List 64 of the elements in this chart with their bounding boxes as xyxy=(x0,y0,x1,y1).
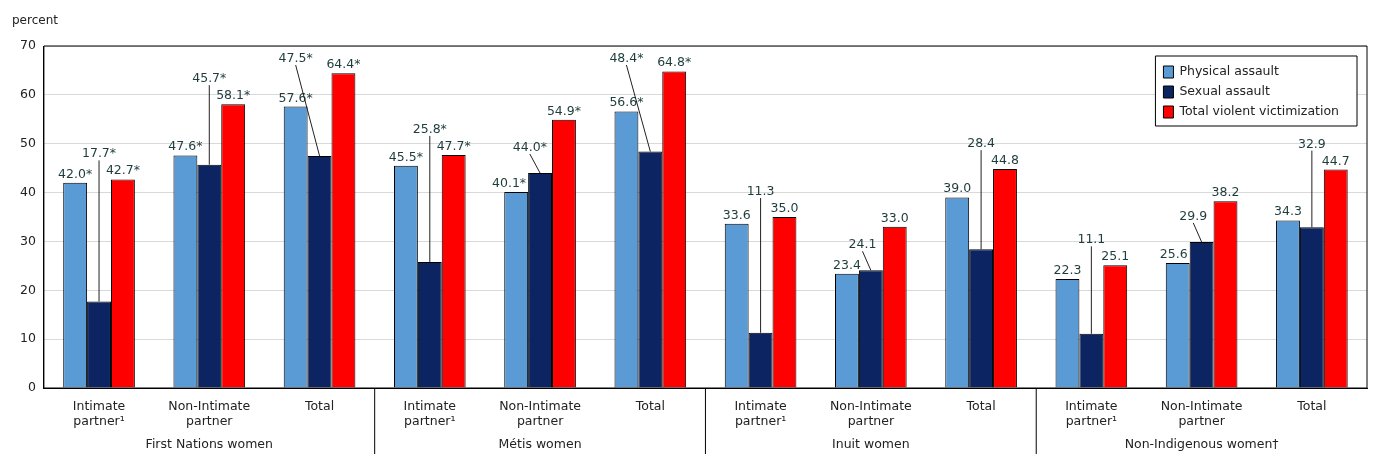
data-label: 23.4 xyxy=(833,256,861,272)
data-label: 64.8* xyxy=(657,54,692,70)
x-tick-label: Total xyxy=(634,397,665,413)
data-label: 25.6 xyxy=(1159,245,1188,261)
data-label: 47.6* xyxy=(168,138,203,154)
y-tick-label: 50 xyxy=(20,134,36,150)
data-label: 47.7* xyxy=(436,137,471,153)
data-label: 56.6* xyxy=(609,94,644,110)
data-label: 42.7* xyxy=(105,162,140,178)
text: Métis women xyxy=(498,436,582,451)
data-label: 45.7* xyxy=(192,70,227,86)
x-tick-label: Intimate partner¹ xyxy=(72,397,126,428)
data-label: 33.0 xyxy=(880,209,909,225)
data-label: 38.2 xyxy=(1211,184,1240,200)
x-tick-label: Non-Intimate partner xyxy=(168,397,251,428)
legend-label: Sexual assault xyxy=(1179,83,1270,99)
y-tick-label: 40 xyxy=(20,183,36,199)
data-label: 29.9 xyxy=(1179,207,1208,223)
data-label: 58.1* xyxy=(216,87,251,103)
data-label: 33.6 xyxy=(722,206,751,222)
data-label: 44.7 xyxy=(1321,152,1350,168)
y-tick-label: 70 xyxy=(20,37,36,53)
text: Non-Indigenous women† xyxy=(1124,436,1279,451)
data-label: 40.1* xyxy=(492,175,527,191)
data-label: 42.0* xyxy=(58,165,93,181)
data-label: 64.4* xyxy=(326,56,361,72)
text: First Nations women xyxy=(145,436,273,451)
data-label: 35.0 xyxy=(770,200,799,215)
legend-label: Total violent victimization xyxy=(1178,103,1339,119)
text: Inuit women xyxy=(832,436,910,451)
data-label: 24.1 xyxy=(848,236,877,252)
data-label: 54.9* xyxy=(546,102,581,118)
data-label: 34.3 xyxy=(1274,203,1302,219)
data-label: 44.8 xyxy=(991,152,1019,168)
data-label: 25.8* xyxy=(412,120,447,136)
y-tick-label: 0 xyxy=(27,379,36,395)
x-tick-label: Total xyxy=(303,397,335,413)
y-axis-title: percent xyxy=(12,13,59,27)
data-label: 48.4* xyxy=(609,50,644,65)
data-label: 22.3 xyxy=(1053,262,1082,278)
data-label: 47.5* xyxy=(278,50,313,65)
x-tick-label: Non-Intimate partner xyxy=(1160,397,1243,428)
x-tick-label: Intimate partner¹ xyxy=(1065,397,1118,428)
data-label: 57.6* xyxy=(278,89,313,105)
data-label: 32.9 xyxy=(1297,135,1326,151)
y-tick-label: 30 xyxy=(20,232,36,248)
x-tick-label: Non-Intimate partner xyxy=(829,397,913,428)
y-tick-label: 10 xyxy=(20,330,36,346)
data-label: 25.1 xyxy=(1101,248,1130,264)
x-tick-label: Intimate partner¹ xyxy=(403,397,457,428)
y-tick-label: 20 xyxy=(20,281,36,297)
data-label: 11.1 xyxy=(1077,231,1106,247)
x-tick-label: Total xyxy=(1296,397,1327,413)
data-label: 45.5* xyxy=(388,148,423,164)
legend-label: Physical assault xyxy=(1179,63,1279,79)
data-label: 17.7* xyxy=(81,145,117,161)
x-tick-label: Non-Intimate partner xyxy=(499,397,582,428)
x-tick-label: Intimate partner¹ xyxy=(734,397,788,428)
data-label: 39.0 xyxy=(943,180,972,196)
data-label: 28.4 xyxy=(967,135,996,151)
x-tick-label: Total xyxy=(965,397,996,413)
data-label: 44.0* xyxy=(512,139,547,155)
data-label: 11.3 xyxy=(746,183,775,198)
y-tick-label: 60 xyxy=(20,86,36,102)
